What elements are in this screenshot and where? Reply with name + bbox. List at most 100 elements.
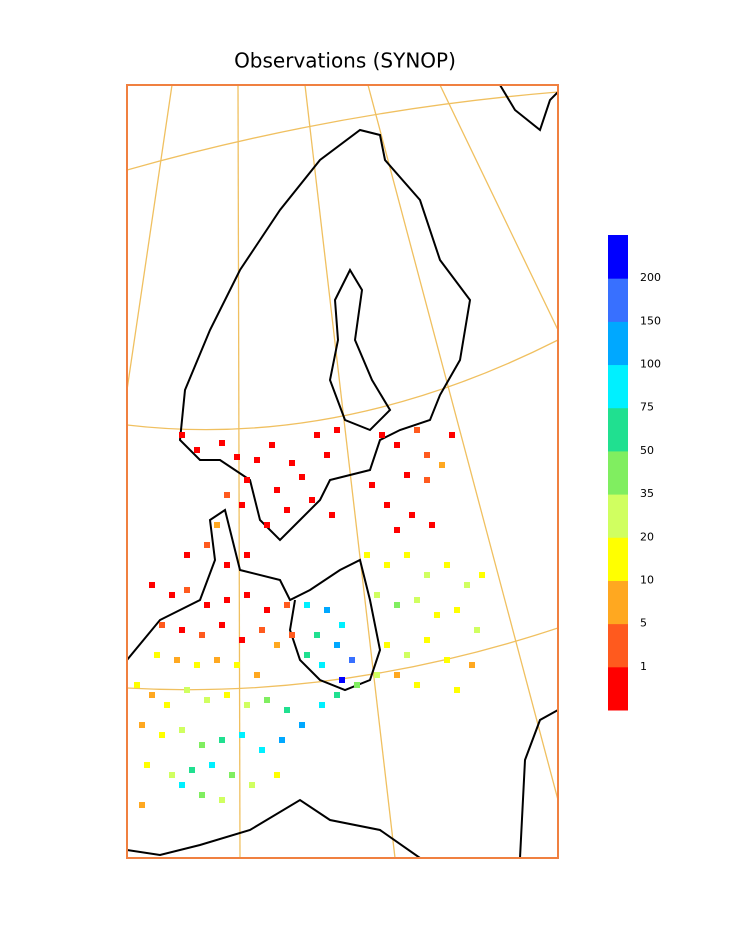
observation bbox=[214, 522, 220, 528]
observation bbox=[259, 747, 265, 753]
observation bbox=[214, 657, 220, 663]
observation bbox=[279, 737, 285, 743]
observation bbox=[394, 672, 400, 678]
map-frame bbox=[126, 84, 559, 859]
observation bbox=[224, 492, 230, 498]
colorbar-segment bbox=[608, 321, 628, 366]
observation bbox=[234, 454, 240, 460]
observation bbox=[179, 432, 185, 438]
observation bbox=[454, 607, 460, 613]
observation bbox=[289, 460, 295, 466]
observation bbox=[244, 702, 250, 708]
observation bbox=[184, 552, 190, 558]
observation bbox=[404, 652, 410, 658]
colorbar-label: 5 bbox=[640, 617, 647, 630]
observation bbox=[149, 692, 155, 698]
coastline bbox=[127, 798, 421, 858]
colorbar-segment bbox=[608, 494, 628, 538]
observation bbox=[404, 552, 410, 558]
latitude-line bbox=[127, 339, 558, 431]
observation bbox=[144, 762, 150, 768]
observation bbox=[449, 432, 455, 438]
observation bbox=[204, 697, 210, 703]
colorbar-segment bbox=[608, 580, 628, 625]
observation bbox=[424, 452, 430, 458]
observation bbox=[224, 562, 230, 568]
colorbar-segment bbox=[608, 235, 628, 279]
observation bbox=[424, 477, 430, 483]
coastline bbox=[519, 709, 558, 858]
observation bbox=[249, 782, 255, 788]
observation bbox=[369, 482, 375, 488]
observation bbox=[254, 457, 260, 463]
observation bbox=[169, 592, 175, 598]
observation bbox=[264, 522, 270, 528]
observation bbox=[169, 772, 175, 778]
colorbar-segment bbox=[608, 623, 628, 668]
observation bbox=[394, 442, 400, 448]
observation bbox=[259, 627, 265, 633]
observation bbox=[394, 527, 400, 533]
observation bbox=[474, 627, 480, 633]
observation bbox=[354, 682, 360, 688]
coastline bbox=[127, 508, 382, 692]
observation bbox=[414, 427, 420, 433]
colorbar-segment bbox=[608, 666, 628, 711]
observation bbox=[199, 742, 205, 748]
observation bbox=[239, 502, 245, 508]
observation bbox=[209, 762, 215, 768]
observation bbox=[199, 792, 205, 798]
observation bbox=[189, 767, 195, 773]
observation bbox=[159, 622, 165, 628]
observation bbox=[274, 642, 280, 648]
observations bbox=[134, 427, 485, 808]
observation bbox=[324, 452, 330, 458]
observation bbox=[424, 637, 430, 643]
colorbar-segment bbox=[608, 407, 628, 452]
basemap bbox=[127, 85, 558, 858]
observation bbox=[219, 440, 225, 446]
observation bbox=[159, 732, 165, 738]
observation bbox=[204, 602, 210, 608]
observation bbox=[379, 432, 385, 438]
observation bbox=[179, 727, 185, 733]
observation bbox=[314, 432, 320, 438]
observation bbox=[264, 697, 270, 703]
observation bbox=[434, 612, 440, 618]
observation bbox=[339, 677, 345, 683]
observation bbox=[274, 487, 280, 493]
observation bbox=[384, 562, 390, 568]
meridian bbox=[367, 85, 558, 801]
observation bbox=[429, 522, 435, 528]
observation bbox=[239, 637, 245, 643]
observation bbox=[204, 542, 210, 548]
observation bbox=[299, 722, 305, 728]
observation bbox=[269, 442, 275, 448]
observation bbox=[229, 772, 235, 778]
observation bbox=[194, 662, 200, 668]
observation bbox=[244, 477, 250, 483]
colorbar-label: 75 bbox=[640, 401, 654, 414]
observation bbox=[319, 702, 325, 708]
observation bbox=[444, 657, 450, 663]
observation bbox=[304, 652, 310, 658]
observation bbox=[284, 602, 290, 608]
colorbar: 1 5 10 20 35 50 75 100 150 200 bbox=[608, 235, 661, 711]
colorbar-segment bbox=[608, 537, 628, 581]
colorbar-label: 10 bbox=[640, 573, 654, 586]
observation bbox=[154, 652, 160, 658]
observation bbox=[184, 587, 190, 593]
observation bbox=[284, 707, 290, 713]
observation bbox=[274, 772, 280, 778]
observation bbox=[374, 672, 380, 678]
observation bbox=[304, 602, 310, 608]
colorbar-label: 50 bbox=[640, 444, 654, 457]
observation bbox=[149, 582, 155, 588]
colorbar-label: 20 bbox=[640, 530, 654, 543]
latitude-line bbox=[127, 91, 558, 171]
map-title: Observations (SYNOP) bbox=[234, 49, 456, 73]
observation bbox=[444, 562, 450, 568]
observation bbox=[374, 592, 380, 598]
observation bbox=[179, 782, 185, 788]
observation bbox=[439, 462, 445, 468]
